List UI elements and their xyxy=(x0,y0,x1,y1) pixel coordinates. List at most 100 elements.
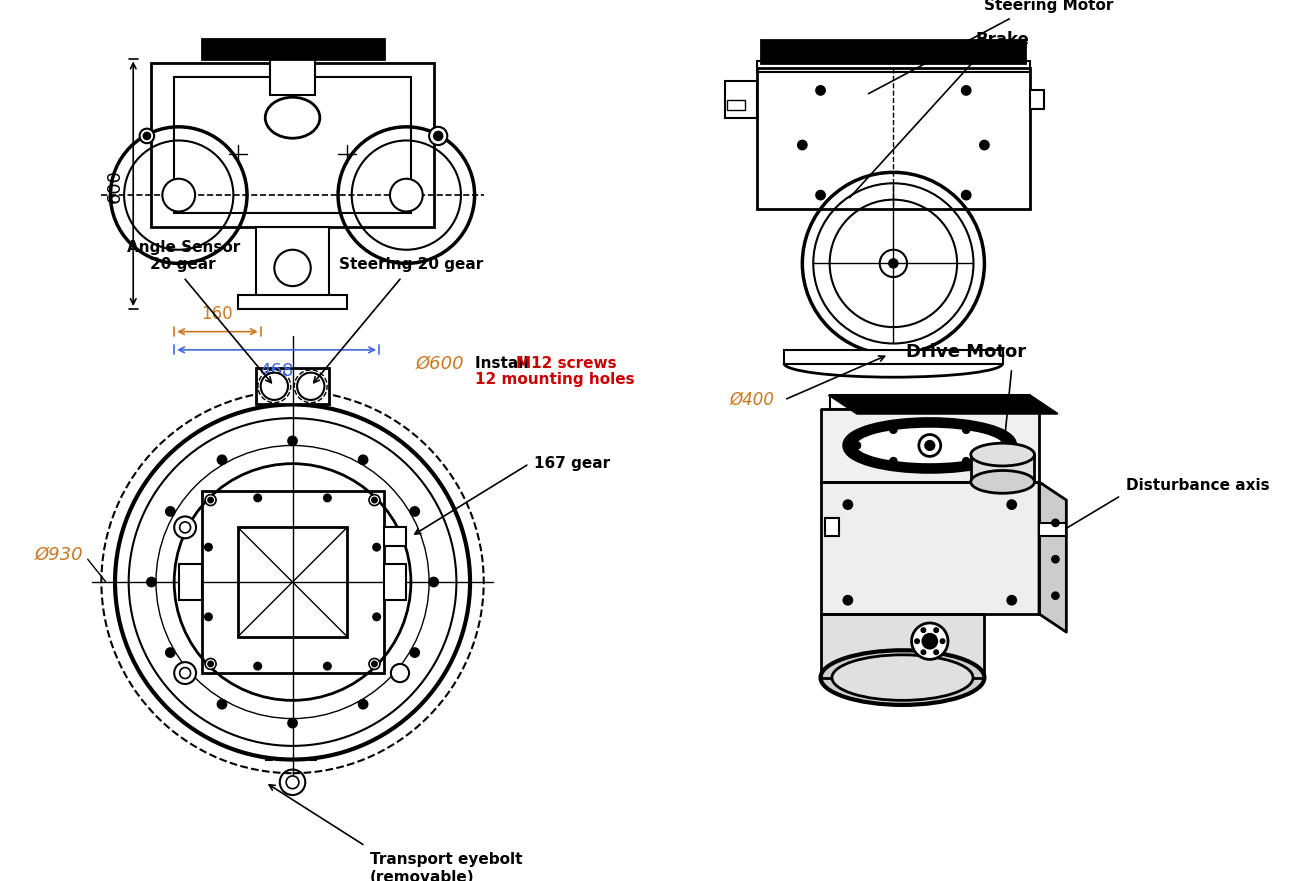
Bar xyxy=(179,564,202,600)
Circle shape xyxy=(260,373,288,400)
Circle shape xyxy=(890,426,897,433)
Circle shape xyxy=(372,498,377,503)
Ellipse shape xyxy=(266,97,319,138)
Circle shape xyxy=(933,628,939,633)
Circle shape xyxy=(369,494,380,506)
Circle shape xyxy=(923,634,937,648)
Circle shape xyxy=(179,522,191,533)
Bar xyxy=(270,58,315,95)
Circle shape xyxy=(162,179,195,211)
Circle shape xyxy=(915,639,919,643)
Circle shape xyxy=(166,648,175,657)
Bar xyxy=(238,295,347,309)
Bar xyxy=(825,518,839,537)
Text: 12 mounting holes: 12 mounting holes xyxy=(475,373,635,388)
Polygon shape xyxy=(830,396,1058,413)
Circle shape xyxy=(140,129,154,144)
Circle shape xyxy=(166,507,175,516)
Circle shape xyxy=(275,249,310,286)
Circle shape xyxy=(217,455,226,464)
Circle shape xyxy=(208,662,213,667)
Circle shape xyxy=(288,719,297,728)
Bar xyxy=(762,41,1025,63)
Circle shape xyxy=(147,577,156,587)
Circle shape xyxy=(174,663,196,684)
Text: Steering 20 gear: Steering 20 gear xyxy=(339,257,483,272)
Bar xyxy=(1030,91,1043,108)
Text: Disturbance axis: Disturbance axis xyxy=(1126,478,1270,492)
Circle shape xyxy=(816,190,825,200)
Ellipse shape xyxy=(971,443,1034,466)
Circle shape xyxy=(933,650,939,655)
Ellipse shape xyxy=(821,650,984,705)
Circle shape xyxy=(962,426,970,433)
Text: 167 gear: 167 gear xyxy=(534,456,610,471)
Circle shape xyxy=(288,436,297,446)
Text: Install: Install xyxy=(475,356,533,371)
Text: 600: 600 xyxy=(106,169,124,203)
Polygon shape xyxy=(830,396,1030,409)
Circle shape xyxy=(925,440,935,450)
Text: 160: 160 xyxy=(202,305,233,322)
Text: Ø400: Ø400 xyxy=(729,391,775,409)
Circle shape xyxy=(843,596,852,604)
Bar xyxy=(174,77,411,213)
Text: M12 screws: M12 screws xyxy=(516,356,617,371)
Bar xyxy=(726,100,745,110)
Circle shape xyxy=(429,127,448,145)
Circle shape xyxy=(1051,556,1059,563)
Circle shape xyxy=(359,700,368,709)
Text: Transport eyebolt
(removable): Transport eyebolt (removable) xyxy=(370,853,522,881)
Circle shape xyxy=(429,577,439,587)
Circle shape xyxy=(373,544,381,551)
Bar xyxy=(257,227,329,300)
Circle shape xyxy=(369,658,380,670)
Bar xyxy=(784,350,1003,364)
Polygon shape xyxy=(821,482,1039,614)
Ellipse shape xyxy=(971,470,1034,493)
Text: Steering Motor: Steering Motor xyxy=(984,0,1114,13)
Bar xyxy=(725,81,757,118)
Bar xyxy=(1039,522,1067,537)
Circle shape xyxy=(980,140,990,150)
Polygon shape xyxy=(821,614,984,677)
Text: Drive Motor: Drive Motor xyxy=(906,343,1026,361)
Circle shape xyxy=(999,441,1007,449)
Circle shape xyxy=(853,441,860,449)
Bar xyxy=(757,62,1030,72)
Text: Ø600: Ø600 xyxy=(415,354,465,373)
Text: Ø930: Ø930 xyxy=(34,545,84,564)
Bar xyxy=(202,39,384,58)
Text: 468: 468 xyxy=(259,362,293,380)
Bar xyxy=(152,63,433,227)
Circle shape xyxy=(922,628,925,633)
Ellipse shape xyxy=(848,423,1012,468)
Text: Angle Sensor
20 gear: Angle Sensor 20 gear xyxy=(127,241,240,272)
Circle shape xyxy=(359,455,368,464)
Text: Brake: Brake xyxy=(975,32,1029,49)
Polygon shape xyxy=(1039,482,1067,632)
Circle shape xyxy=(940,639,945,643)
Circle shape xyxy=(889,259,898,268)
Circle shape xyxy=(204,613,212,620)
Circle shape xyxy=(323,494,331,501)
Circle shape xyxy=(410,507,419,516)
Circle shape xyxy=(323,663,331,670)
Ellipse shape xyxy=(833,655,973,700)
Bar xyxy=(757,68,1030,209)
Circle shape xyxy=(206,494,216,506)
Circle shape xyxy=(922,650,925,655)
Circle shape xyxy=(143,132,151,139)
Bar xyxy=(384,528,406,545)
Circle shape xyxy=(1051,592,1059,599)
Circle shape xyxy=(843,500,852,509)
Circle shape xyxy=(1051,519,1059,527)
Circle shape xyxy=(217,700,226,709)
Bar xyxy=(384,564,406,600)
Circle shape xyxy=(433,131,442,140)
Circle shape xyxy=(880,249,907,277)
Bar xyxy=(257,368,329,404)
Circle shape xyxy=(911,623,948,659)
Circle shape xyxy=(890,457,897,465)
Circle shape xyxy=(816,85,825,95)
